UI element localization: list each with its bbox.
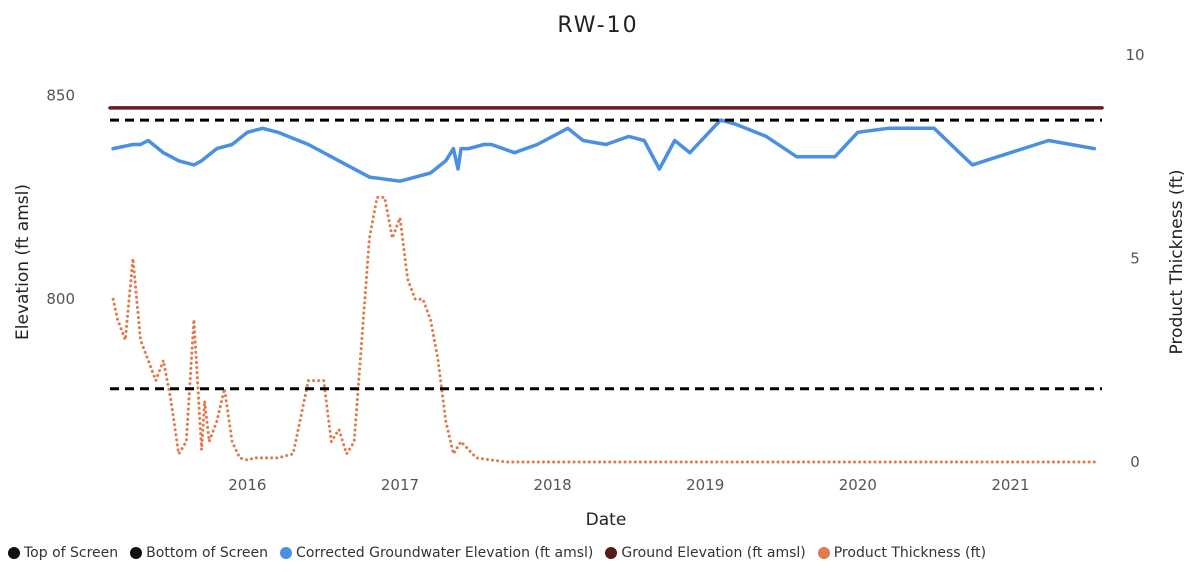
x-tick-label: 2018 (533, 476, 571, 494)
y-left-axis: 800 850 (46, 87, 75, 309)
y-right-axis-title: Product Thickness (ft) (1167, 170, 1187, 355)
x-tick-label: 2021 (991, 476, 1029, 494)
chart-title: RW-10 (557, 13, 638, 38)
x-tick-label: 2019 (686, 476, 724, 494)
x-tick-label: 2017 (381, 476, 419, 494)
y-right-axis: 0 5 10 (1125, 46, 1144, 471)
y-left-tick-label: 850 (46, 87, 75, 105)
x-tick-label: 2020 (839, 476, 877, 494)
series-line-product-thickness-ft (113, 197, 1094, 462)
legend-item-groundwater-elevation[interactable]: Corrected Groundwater Elevation (ft amsl… (280, 545, 593, 561)
x-tick-label: 2016 (228, 476, 266, 494)
legend-label: Bottom of Screen (146, 545, 268, 561)
y-right-tick-label: 5 (1130, 250, 1140, 268)
series-layer (110, 108, 1102, 462)
legend-dot-icon (130, 547, 142, 559)
legend-dot-icon (818, 547, 830, 559)
legend-dot-icon (8, 547, 20, 559)
legend-item-bottom-of-screen[interactable]: Bottom of Screen (130, 545, 268, 561)
y-right-tick-label: 0 (1130, 453, 1140, 471)
legend-label: Product Thickness (ft) (834, 545, 986, 561)
legend-label: Top of Screen (24, 545, 118, 561)
legend-item-top-of-screen[interactable]: Top of Screen (8, 545, 118, 561)
legend-label: Corrected Groundwater Elevation (ft amsl… (296, 545, 593, 561)
series-line-corrected-groundwater-elevation-ft-amsl (113, 120, 1094, 181)
legend-label: Ground Elevation (ft amsl) (621, 545, 805, 561)
x-axis-title: Date (586, 510, 627, 530)
legend-item-ground-elevation[interactable]: Ground Elevation (ft amsl) (605, 545, 805, 561)
chart-legend: Top of Screen Bottom of Screen Corrected… (8, 545, 986, 561)
legend-item-product-thickness[interactable]: Product Thickness (ft) (818, 545, 986, 561)
y-left-tick-label: 800 (46, 290, 75, 308)
legend-dot-icon (605, 547, 617, 559)
y-left-axis-title: Elevation (ft amsl) (13, 184, 33, 340)
legend-dot-icon (280, 547, 292, 559)
x-axis: 2016 2017 2018 2019 2020 2021 (228, 476, 1029, 494)
y-right-tick-label: 10 (1125, 46, 1144, 64)
